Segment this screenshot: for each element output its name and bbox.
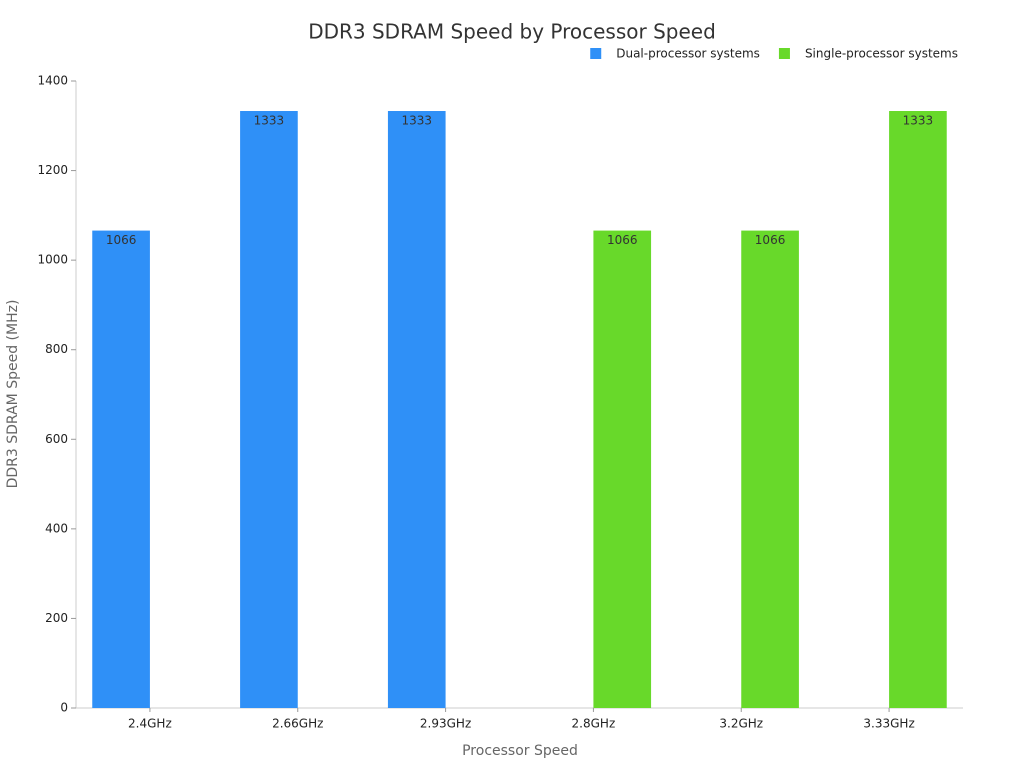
y-tick-label: 1000 [37,253,68,267]
legend-label: Dual-processor systems [616,47,760,61]
chart-title: DDR3 SDRAM Speed by Processor Speed [308,20,716,44]
y-tick-label: 1200 [37,163,68,177]
value-label: 1333 [254,114,285,128]
x-tick-label: 2.8GHz [572,717,616,731]
bar [240,111,298,709]
bar [889,111,947,709]
bar [741,230,799,708]
value-label: 1333 [903,114,934,128]
x-tick-label: 2.4GHz [128,717,172,731]
x-tick-label: 3.2GHz [719,717,763,731]
y-tick-label: 200 [45,611,68,625]
y-tick-label: 400 [45,521,68,535]
x-axis-title: Processor Speed [462,743,578,759]
y-tick-label: 1400 [37,74,68,88]
value-label: 1333 [401,114,432,128]
legend-swatch [590,48,602,59]
bar [387,111,446,709]
y-tick-label: 600 [45,432,68,446]
x-tick-label: 2.93GHz [420,717,471,731]
legend-swatch [778,48,790,59]
x-tick-label: 2.66GHz [272,717,323,731]
y-axis-title: DDR3 SDRAM Speed (MHz) [5,300,21,489]
bar [593,230,652,708]
x-tick-label: 3.33GHz [863,717,914,731]
value-label: 1066 [755,233,786,247]
y-tick-label: 0 [60,701,68,715]
value-label: 1066 [607,233,638,247]
bar [92,230,150,708]
y-tick-label: 800 [45,342,68,356]
value-label: 1066 [106,233,137,247]
legend-label: Single-processor systems [805,47,958,61]
